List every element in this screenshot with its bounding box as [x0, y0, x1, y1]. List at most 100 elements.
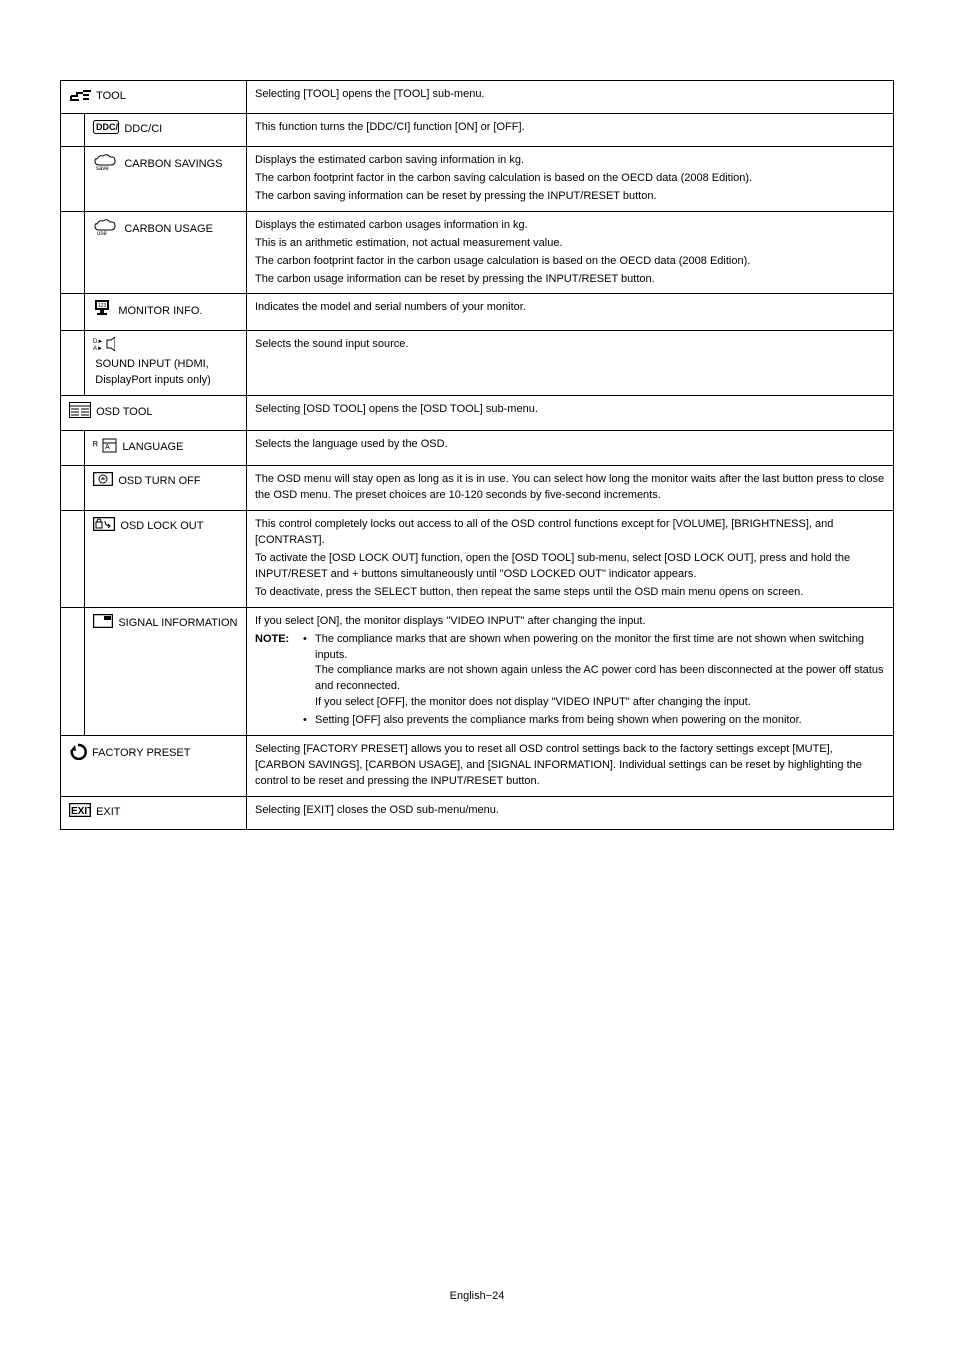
- desc-text: Selecting [OSD TOOL] opens the [OSD TOOL…: [255, 402, 885, 418]
- bullet-icon: •: [303, 632, 315, 712]
- label-cell: DDC/CI DDC/CI: [85, 113, 247, 146]
- label-cell: ᴿÄ LANGUAGE: [85, 431, 247, 466]
- row-label: CARBON USAGE: [124, 222, 213, 238]
- desc-text: Selecting [TOOL] opens the [TOOL] sub-me…: [255, 87, 885, 103]
- label-cell: OSD LOCK OUT: [85, 510, 247, 607]
- desc-text: Indicates the model and serial numbers o…: [255, 300, 885, 316]
- indent-cell: [61, 146, 85, 211]
- desc-text: To deactivate, press the SELECT button, …: [255, 585, 885, 601]
- desc-text: Selecting [EXIT] closes the OSD sub-menu…: [255, 803, 885, 819]
- osd-turn-off-icon: [93, 472, 113, 492]
- monitor-info--icon: 123: [93, 300, 113, 324]
- description-cell: Selecting [EXIT] closes the OSD sub-menu…: [247, 797, 894, 830]
- table-row: FACTORY PRESET Selecting [FACTORY PRESET]…: [61, 736, 894, 797]
- desc-text: This control completely locks out access…: [255, 517, 885, 549]
- label-cell: FACTORY PRESET: [61, 736, 247, 797]
- row-label: FACTORY PRESET: [92, 746, 190, 762]
- description-cell: The OSD menu will stay open as long as i…: [247, 466, 894, 511]
- desc-text: The carbon footprint factor in the carbo…: [255, 254, 885, 270]
- description-cell: Selecting [FACTORY PRESET] allows you to…: [247, 736, 894, 797]
- svg-text:A►: A►: [93, 346, 103, 351]
- factory-preset-icon: [69, 742, 87, 766]
- row-label: OSD LOCK OUT: [120, 519, 203, 535]
- osd-tool-icon: [69, 402, 91, 424]
- row-label: EXIT: [96, 805, 120, 821]
- carbon-usage-icon: use: [93, 218, 119, 242]
- desc-text: Displays the estimated carbon saving inf…: [255, 153, 885, 169]
- desc-text: Displays the estimated carbon usages inf…: [255, 218, 885, 234]
- description-cell: Selecting [TOOL] opens the [TOOL] sub-me…: [247, 81, 894, 114]
- page-footer: English−24: [0, 1290, 954, 1302]
- label-cell: use CARBON USAGE: [85, 211, 247, 294]
- indent-cell: [61, 211, 85, 294]
- signal-information-icon: [93, 614, 113, 634]
- row-label: LANGUAGE: [122, 440, 183, 456]
- tool-icon: [69, 87, 91, 107]
- table-row: save CARBON SAVINGS Displays the estimate…: [61, 146, 894, 211]
- desc-text: Selects the sound input source.: [255, 337, 885, 353]
- svg-text:Ä: Ä: [105, 443, 110, 451]
- desc-text: This function turns the [DDC/CI] functio…: [255, 120, 885, 136]
- description-cell: Displays the estimated carbon saving inf…: [247, 146, 894, 211]
- svg-text:D►: D►: [93, 339, 103, 345]
- desc-text: This is an arithmetic estimation, not ac…: [255, 236, 885, 252]
- indent-cell: [61, 431, 85, 466]
- note-bullet-text: Setting [OFF] also prevents the complian…: [315, 713, 885, 729]
- row-label: CARBON SAVINGS: [124, 157, 222, 173]
- table-row: SIGNAL INFORMATION If you select [ON], th…: [61, 607, 894, 736]
- row-label: OSD TOOL: [96, 405, 152, 421]
- description-cell: Selects the language used by the OSD.: [247, 431, 894, 466]
- page-content: TOOL Selecting [TOOL] opens the [TOOL] su…: [0, 0, 954, 830]
- desc-text: To activate the [OSD LOCK OUT] function,…: [255, 551, 885, 583]
- table-row: use CARBON USAGE Displays the estimated c…: [61, 211, 894, 294]
- svg-text:EXIT: EXIT: [71, 806, 91, 817]
- label-cell: D►A► SOUND INPUT (HDMI, DisplayPort inpu…: [85, 331, 247, 396]
- table-row: D►A► SOUND INPUT (HDMI, DisplayPort inpu…: [61, 331, 894, 396]
- label-cell: OSD TURN OFF: [85, 466, 247, 511]
- osd-lock-out-icon: [93, 517, 115, 537]
- note-label: NOTE:: [255, 632, 303, 730]
- row-label: SIGNAL INFORMATION: [118, 616, 237, 632]
- label-cell: save CARBON SAVINGS: [85, 146, 247, 211]
- desc-text: Selects the language used by the OSD.: [255, 437, 885, 453]
- description-cell: Selecting [OSD TOOL] opens the [OSD TOOL…: [247, 396, 894, 431]
- desc-text: The OSD menu will stay open as long as i…: [255, 472, 885, 504]
- indent-cell: [61, 113, 85, 146]
- desc-text: The carbon footprint factor in the carbo…: [255, 171, 885, 187]
- description-cell: If you select [ON], the monitor displays…: [247, 607, 894, 736]
- desc-text: The carbon saving information can be res…: [255, 189, 885, 205]
- row-label: SOUND INPUT (HDMI, DisplayPort inputs on…: [95, 357, 238, 389]
- note-bullet-text: The compliance marks that are shown when…: [315, 632, 885, 712]
- description-cell: This function turns the [DDC/CI] functio…: [247, 113, 894, 146]
- bullet-icon: •: [303, 713, 315, 729]
- indent-cell: [61, 466, 85, 511]
- table-row: OSD LOCK OUT This control completely lock…: [61, 510, 894, 607]
- label-cell: EXIT EXIT: [61, 797, 247, 830]
- table-row: ᴿÄ LANGUAGE Selects the language used by …: [61, 431, 894, 466]
- svg-text:DDC/CI: DDC/CI: [96, 122, 119, 132]
- exit-icon: EXIT: [69, 803, 91, 823]
- row-label: MONITOR INFO.: [118, 304, 202, 320]
- indent-cell: [61, 331, 85, 396]
- label-cell: TOOL: [61, 81, 247, 114]
- row-label: TOOL: [96, 89, 126, 105]
- svg-text:save: save: [96, 166, 109, 171]
- desc-text: The carbon usage information can be rese…: [255, 272, 885, 288]
- table-row: OSD TURN OFF The OSD menu will stay open …: [61, 466, 894, 511]
- ddc-ci-icon: DDC/CI: [93, 120, 119, 140]
- footer-text: English−24: [450, 1290, 505, 1302]
- svg-text:123: 123: [98, 303, 107, 309]
- label-cell: SIGNAL INFORMATION: [85, 607, 247, 736]
- description-cell: Selects the sound input source.: [247, 331, 894, 396]
- label-cell: 123 MONITOR INFO.: [85, 294, 247, 331]
- description-cell: Indicates the model and serial numbers o…: [247, 294, 894, 331]
- table-row: EXIT EXIT Selecting [EXIT] closes the OSD…: [61, 797, 894, 830]
- carbon-savings-icon: save: [93, 153, 119, 177]
- label-cell: OSD TOOL: [61, 396, 247, 431]
- table-row: DDC/CI DDC/CI This function turns the [DD…: [61, 113, 894, 146]
- indent-cell: [61, 607, 85, 736]
- row-label: OSD TURN OFF: [118, 474, 200, 490]
- osd-reference-table: TOOL Selecting [TOOL] opens the [TOOL] su…: [60, 80, 894, 830]
- table-row: TOOL Selecting [TOOL] opens the [TOOL] su…: [61, 81, 894, 114]
- row-label: DDC/CI: [124, 122, 162, 138]
